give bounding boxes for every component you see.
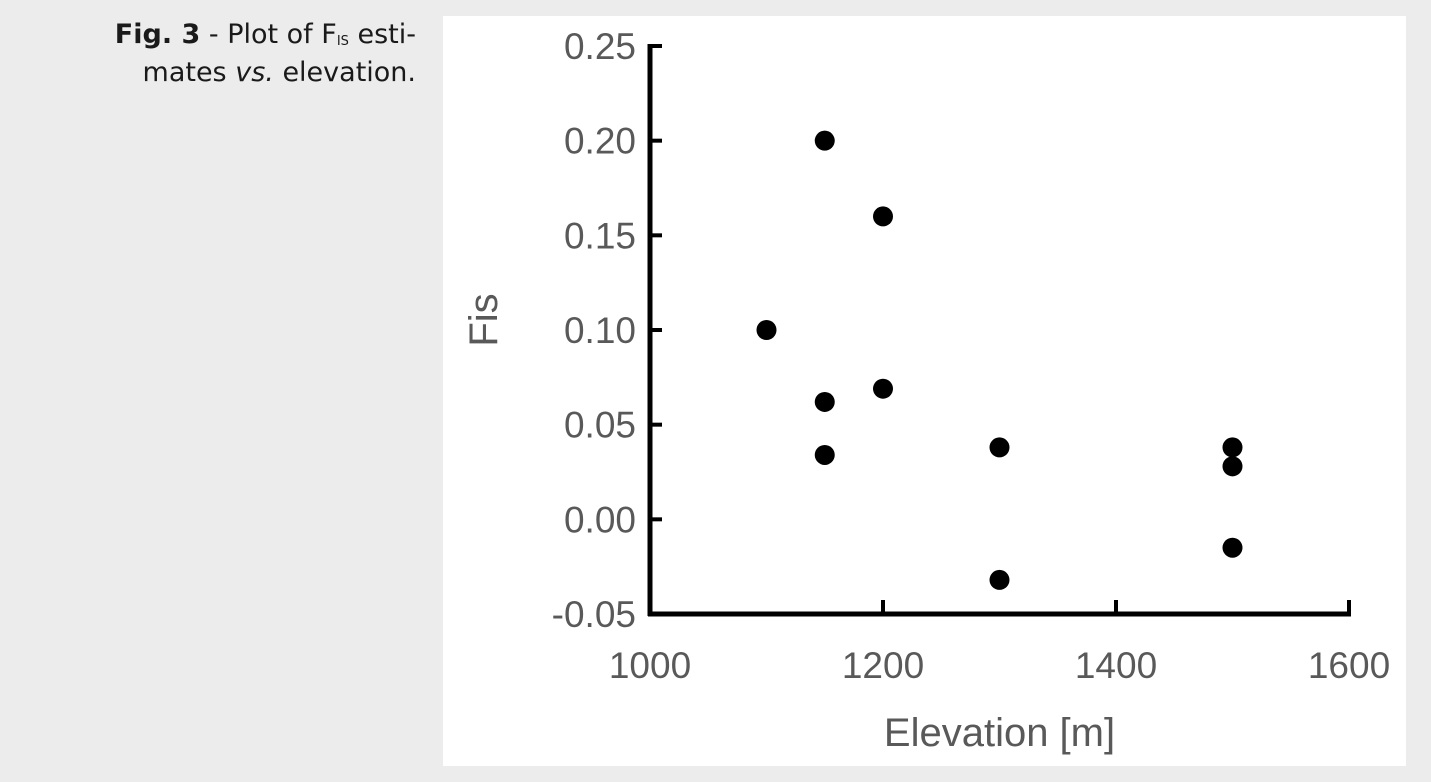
x-tick-label: 1000 (609, 645, 691, 686)
y-tick-label: 0.25 (564, 26, 636, 67)
data-point (814, 391, 835, 412)
caption-text-2: esti- (348, 19, 416, 50)
data-point (873, 378, 893, 399)
y-tick-label: 0.15 (564, 215, 636, 256)
x-tick-label: 1400 (1075, 645, 1157, 686)
x-tick-label: 1200 (842, 645, 924, 686)
data-point (756, 320, 777, 340)
data-point (1222, 437, 1243, 458)
y-tick-label: 0.05 (564, 405, 636, 446)
figure-caption: Fig. 3 - Plot of FIS esti- mates vs. ele… (20, 18, 416, 89)
scatter-chart: -0.05 0.00 0.05 0.10 0.15 0.20 0.25 1000 1200 140… (462, 26, 1390, 755)
y-tick-label: 0.00 (564, 499, 636, 540)
data-point (814, 130, 835, 151)
caption-text-4: elevation. (273, 57, 416, 88)
y-axis-title: Fis (462, 293, 506, 346)
data-point (814, 444, 835, 465)
y-tick-label: 0.10 (564, 310, 636, 351)
y-tick-label: 0.20 (564, 121, 636, 162)
data-point (873, 206, 893, 227)
x-tick-label: 1600 (1308, 645, 1390, 686)
caption-italic: vs. (235, 57, 274, 88)
y-tick-label: -0.05 (552, 594, 636, 635)
data-point (1222, 456, 1243, 477)
caption-text-3: mates (142, 57, 236, 88)
caption-text-1: - Plot of F (200, 19, 337, 50)
caption-subscript: IS (336, 34, 349, 49)
data-point (989, 569, 1010, 590)
x-axis-title: Elevation [m] (884, 711, 1115, 755)
data-point (989, 437, 1010, 458)
chart-area: -0.05 0.00 0.05 0.10 0.15 0.20 0.25 1000 1200 140… (443, 16, 1406, 766)
data-point (1222, 537, 1243, 558)
figure-label: Fig. 3 (114, 19, 201, 50)
